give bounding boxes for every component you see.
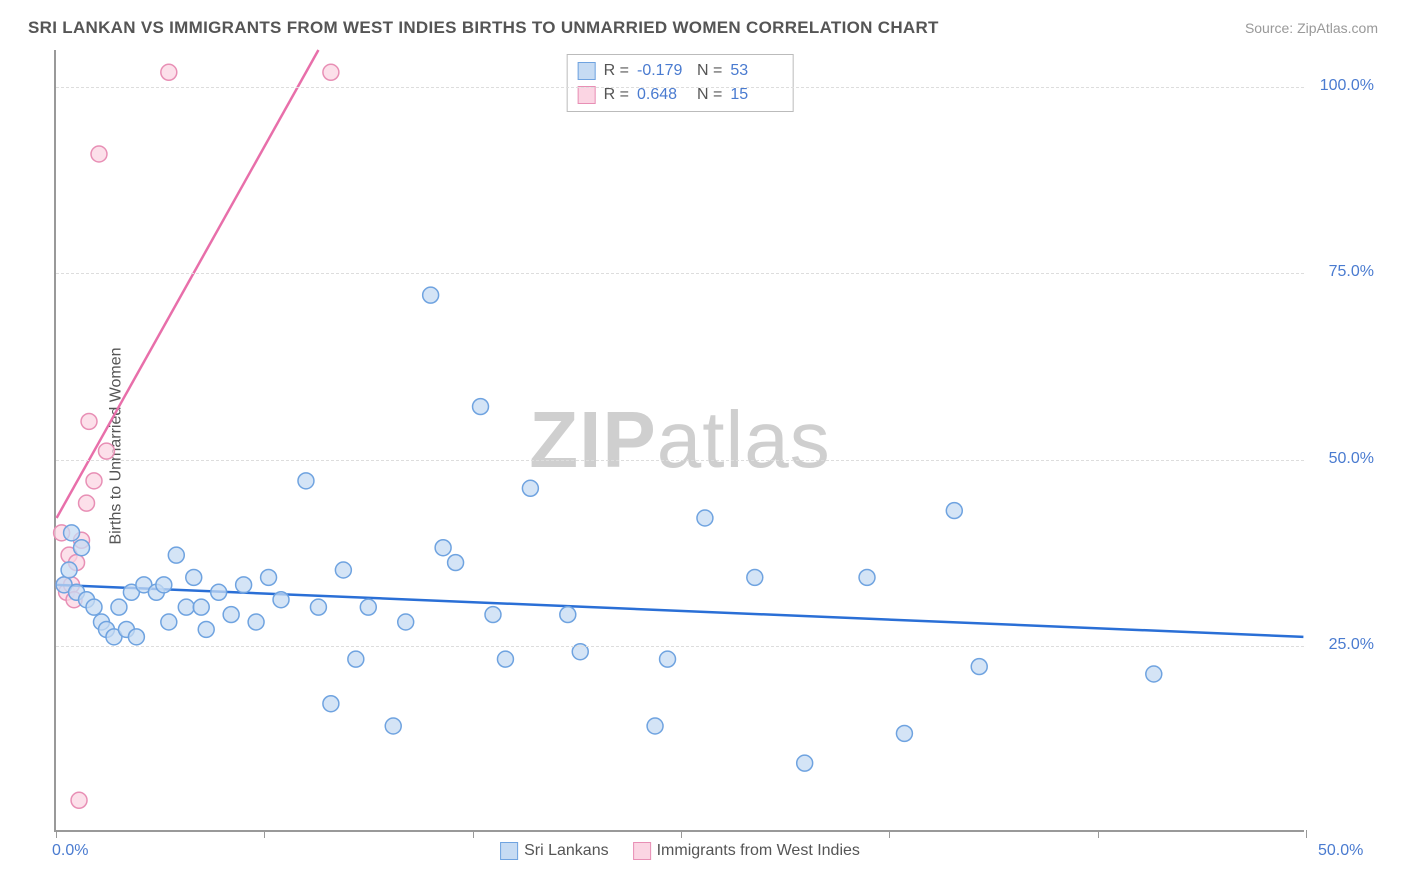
data-point <box>946 503 962 519</box>
data-point <box>198 621 214 637</box>
y-tick-label: 25.0% <box>1329 636 1374 654</box>
data-point <box>71 792 87 808</box>
legend-label: Immigrants from West Indies <box>657 842 860 860</box>
data-point <box>261 569 277 585</box>
y-tick-label: 50.0% <box>1329 450 1374 468</box>
data-point <box>660 651 676 667</box>
stat-r-value: -0.179 <box>637 59 689 83</box>
data-point <box>156 577 172 593</box>
x-tick <box>889 830 890 838</box>
data-point <box>435 540 451 556</box>
data-point <box>560 607 576 623</box>
x-tick <box>473 830 474 838</box>
data-point <box>61 562 77 578</box>
data-point <box>81 413 97 429</box>
data-point <box>64 525 80 541</box>
legend-swatch <box>578 86 596 104</box>
data-point <box>1146 666 1162 682</box>
chart-plot-area: ZIPatlas R =-0.179N =53R =0.648N =15 Sri… <box>54 50 1304 832</box>
data-point <box>86 473 102 489</box>
data-point <box>473 399 489 415</box>
data-point <box>697 510 713 526</box>
x-tick <box>56 830 57 838</box>
data-point <box>335 562 351 578</box>
data-point <box>161 614 177 630</box>
data-point <box>423 287 439 303</box>
data-point <box>298 473 314 489</box>
data-point <box>186 569 202 585</box>
legend-swatch <box>578 62 596 80</box>
y-tick-label: 100.0% <box>1320 77 1374 95</box>
data-point <box>859 569 875 585</box>
data-point <box>747 569 763 585</box>
data-point <box>223 607 239 623</box>
stats-legend-box: R =-0.179N =53R =0.648N =15 <box>567 54 794 112</box>
bottom-legend: Sri Lankans Immigrants from West Indies <box>500 842 860 860</box>
legend-item: Sri Lankans <box>500 842 609 860</box>
legend-swatch <box>633 842 651 860</box>
data-point <box>74 540 90 556</box>
data-point <box>310 599 326 615</box>
data-point <box>797 755 813 771</box>
data-point <box>522 480 538 496</box>
data-point <box>348 651 364 667</box>
data-point <box>236 577 252 593</box>
data-point <box>647 718 663 734</box>
data-point <box>971 659 987 675</box>
data-point <box>193 599 209 615</box>
data-point <box>79 495 95 511</box>
data-point <box>111 599 127 615</box>
data-point <box>485 607 501 623</box>
chart-source: Source: ZipAtlas.com <box>1245 20 1378 36</box>
stat-r-label: R = <box>604 59 629 83</box>
data-point <box>273 592 289 608</box>
x-tick <box>1098 830 1099 838</box>
gridline <box>56 646 1304 647</box>
data-point <box>448 555 464 571</box>
y-tick-label: 75.0% <box>1329 263 1374 281</box>
legend-swatch <box>500 842 518 860</box>
x-tick-label: 50.0% <box>1318 842 1363 860</box>
x-tick <box>681 830 682 838</box>
stats-row: R = -0.179 N = 53 <box>578 59 783 83</box>
data-point <box>211 584 227 600</box>
gridline <box>56 87 1304 88</box>
stat-n-label: N = <box>697 59 722 83</box>
chart-header: SRI LANKAN VS IMMIGRANTS FROM WEST INDIE… <box>28 18 1378 38</box>
data-point <box>128 629 144 645</box>
data-point <box>168 547 184 563</box>
data-point <box>161 64 177 80</box>
data-point <box>248 614 264 630</box>
data-point <box>323 696 339 712</box>
data-point <box>86 599 102 615</box>
x-tick-label: 0.0% <box>52 842 88 860</box>
legend-label: Sri Lankans <box>524 842 609 860</box>
data-point <box>896 725 912 741</box>
data-point <box>398 614 414 630</box>
data-point <box>91 146 107 162</box>
chart-title: SRI LANKAN VS IMMIGRANTS FROM WEST INDIE… <box>28 18 939 38</box>
data-point <box>98 443 114 459</box>
stat-n-value: 53 <box>730 59 782 83</box>
data-point <box>497 651 513 667</box>
scatter-plot-svg <box>56 50 1304 830</box>
data-point <box>385 718 401 734</box>
x-tick <box>1306 830 1307 838</box>
data-point <box>178 599 194 615</box>
gridline <box>56 273 1304 274</box>
gridline <box>56 460 1304 461</box>
trend-line <box>57 50 319 518</box>
x-tick <box>264 830 265 838</box>
data-point <box>360 599 376 615</box>
data-point <box>323 64 339 80</box>
legend-item: Immigrants from West Indies <box>633 842 860 860</box>
